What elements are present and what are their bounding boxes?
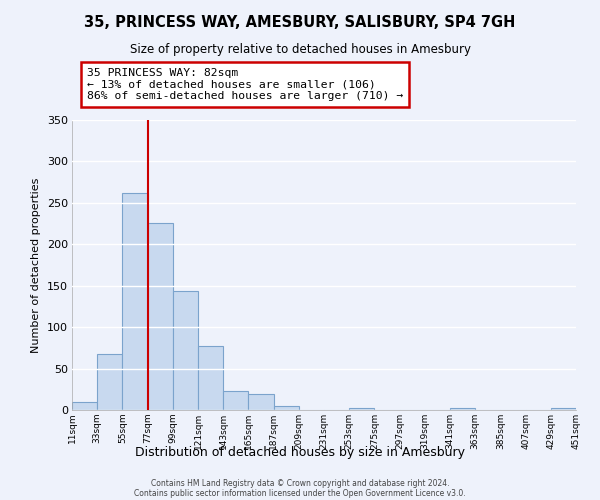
Text: Contains public sector information licensed under the Open Government Licence v3: Contains public sector information licen…	[134, 488, 466, 498]
Bar	[349, 408, 374, 410]
Bar	[173, 290, 198, 410]
Bar	[274, 406, 299, 410]
Bar	[198, 346, 223, 410]
Bar	[450, 408, 475, 410]
Bar	[223, 391, 248, 410]
Text: Contains HM Land Registry data © Crown copyright and database right 2024.: Contains HM Land Registry data © Crown c…	[151, 478, 449, 488]
Bar	[122, 193, 148, 410]
Bar	[72, 402, 97, 410]
Bar	[97, 354, 122, 410]
Bar	[551, 408, 576, 410]
Text: 35 PRINCESS WAY: 82sqm
← 13% of detached houses are smaller (106)
86% of semi-de: 35 PRINCESS WAY: 82sqm ← 13% of detached…	[87, 68, 403, 101]
Bar	[248, 394, 274, 410]
Bar	[148, 222, 173, 410]
Text: Distribution of detached houses by size in Amesbury: Distribution of detached houses by size …	[135, 446, 465, 459]
Y-axis label: Number of detached properties: Number of detached properties	[31, 178, 41, 352]
Text: 35, PRINCESS WAY, AMESBURY, SALISBURY, SP4 7GH: 35, PRINCESS WAY, AMESBURY, SALISBURY, S…	[85, 15, 515, 30]
Text: Size of property relative to detached houses in Amesbury: Size of property relative to detached ho…	[130, 42, 470, 56]
